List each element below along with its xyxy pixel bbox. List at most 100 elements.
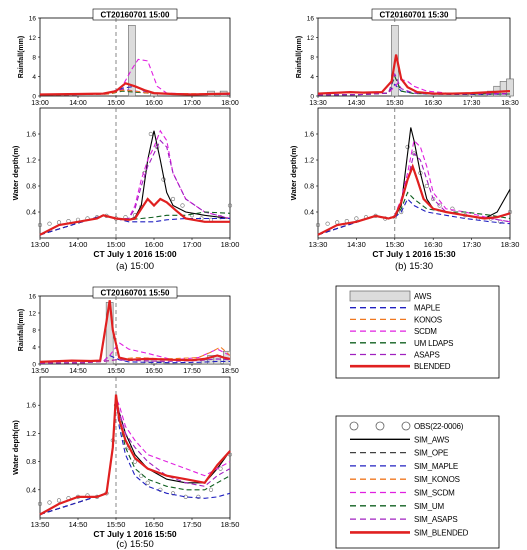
rain-ytick-label: 12 (29, 35, 37, 42)
legend-item: SIM_SCDM (350, 489, 455, 498)
depth-xtick-label: 13:30 (309, 240, 328, 249)
rain-xtick-label: 14:50 (69, 368, 87, 375)
rainfall-plot-frame (39, 295, 231, 365)
legend-item: SIM_UM (350, 502, 445, 511)
obs-point (145, 480, 150, 485)
depth-xtick-label: 14:30 (347, 240, 366, 249)
x-axis-label: CT July 1 2016 15:00 (93, 249, 176, 259)
rain-series-asaps (39, 88, 231, 96)
depth-xtick-label: 18:00 (221, 240, 240, 249)
depth-series-sim-blended (39, 394, 231, 516)
legend-item: SIM_OPE (350, 449, 448, 458)
depth-plot-frame (317, 107, 511, 239)
rain-ytick-label: 4 (32, 74, 36, 81)
rain-ytick-label: 8 (310, 55, 314, 62)
obs-point (47, 221, 52, 226)
rain-ytick-label: 12 (307, 35, 315, 42)
legend-label: SIM_KONOS (414, 475, 460, 484)
depth-ytick-label: 1.6 (26, 403, 36, 410)
rain-ytick-label: 0 (32, 94, 36, 101)
rain-xtick-label: 13:30 (309, 100, 327, 107)
x-axis-label: CT July 1 2016 15:30 (372, 249, 455, 259)
obs-point (335, 220, 340, 225)
title-box (92, 286, 178, 299)
panel-a: CT20160701 15:00 0 4 8 12 16 Rainfall(mm) 13:00… (11, 8, 240, 272)
legend-swatch-circle (375, 421, 385, 431)
obs-point (437, 203, 442, 208)
legend-label: SIM_UM (414, 502, 444, 511)
depth-series-sim-um (317, 191, 511, 236)
depth-xtick-label: 17:00 (183, 240, 202, 249)
depth-xtick-label: 14:00 (69, 240, 88, 249)
panel-caption: (c) 15:50 (116, 539, 154, 550)
depth-xtick-label: 15:00 (107, 240, 126, 249)
legend-item: UM LDAPS (350, 339, 454, 348)
legend-label: SIM_OPE (414, 449, 448, 458)
rain-ytick-label: 16 (307, 16, 315, 23)
rainfall-y-axis-label: Rainfall(mm) (18, 36, 25, 78)
rain-ytick-label: 4 (32, 345, 36, 352)
legend-swatch-circle (349, 421, 359, 431)
obs-point (315, 222, 321, 228)
depth-ytick-label: 0.4 (304, 210, 314, 217)
depth-xtick-label: 18:50 (221, 520, 240, 529)
legend-label: SIM_ASAPS (414, 515, 458, 524)
rain-series-maple (317, 83, 511, 96)
depth-xtick-label: 16:00 (145, 240, 164, 249)
obs-point (132, 459, 138, 464)
legend-item: ASAPS (350, 351, 440, 360)
legend-label: SIM_AWS (414, 435, 449, 444)
aws-bar (128, 25, 136, 97)
rainfall-title: CT20160701 15:00 (92, 8, 178, 21)
rain-ytick-label: 0 (310, 94, 314, 101)
legend-label: SIM_MAPLE (414, 462, 458, 471)
obs-point (148, 131, 153, 137)
obs-point (56, 498, 62, 503)
depth-ytick-label: 0.4 (26, 210, 36, 217)
depth-xtick-label: 15:50 (107, 520, 126, 529)
depth-xtick-label: 17:50 (183, 520, 202, 529)
depth-xtick-label: 15:30 (385, 240, 404, 249)
rain-ytick-label: 16 (29, 294, 37, 301)
legend-swatch-circle (401, 421, 411, 431)
depth-ytick-label: 1.2 (26, 158, 36, 165)
legend-frame (335, 415, 500, 549)
rain-ytick-label: 8 (32, 328, 36, 335)
legend-item: BLENDED (350, 362, 451, 371)
rain-xtick-label: 17:00 (183, 100, 201, 107)
depth-ytick-label: 1.6 (26, 132, 36, 139)
legend-label: SCDM (414, 327, 437, 336)
depth-ytick-label: 1.6 (304, 132, 314, 139)
rainfall-plot-frame (317, 17, 511, 97)
depth-series-sim-maple (317, 198, 511, 236)
rain-xtick-label: 16:30 (424, 100, 442, 107)
depth-xtick-label: 18:30 (501, 240, 520, 249)
legend-label: ASAPS (414, 351, 440, 360)
rainfall-y-axis-label: Rainfall(mm) (18, 309, 25, 351)
legend-label: UM LDAPS (414, 339, 453, 348)
legend-label: BLENDED (414, 362, 451, 371)
depth-plot-frame (39, 376, 231, 519)
rainfall-legend: AWS MAPLE KONOS SCDM UM LDAPS ASAPS BLENDED (335, 285, 500, 379)
rain-xtick-label: 18:00 (221, 100, 239, 107)
obs-point (431, 196, 436, 202)
depth-ytick-label: 0.8 (304, 184, 314, 191)
rain-xtick-label: 15:30 (386, 100, 404, 107)
panel-caption: (b) 15:30 (395, 261, 433, 272)
rain-xtick-label: 15:50 (107, 368, 125, 375)
obs-point (218, 466, 223, 471)
x-axis-label: CT July 1 2016 15:50 (93, 529, 176, 539)
rain-xtick-label: 18:30 (501, 100, 519, 107)
obs-point (325, 221, 330, 226)
rain-series-blended (39, 82, 231, 96)
obs-point (354, 216, 359, 221)
obs-point (227, 203, 233, 208)
obs-point (208, 487, 214, 492)
panel-b: CT20160701 15:30 0 4 8 12 16 Rainfall(mm) 13:30… (289, 8, 520, 272)
legend-item: AWS (349, 290, 432, 302)
chart-title: CT20160701 15:50 (101, 289, 170, 298)
obs-point (170, 491, 176, 496)
obs-point (399, 209, 404, 215)
obs-point (424, 183, 429, 189)
rain-ytick-label: 16 (29, 16, 37, 23)
